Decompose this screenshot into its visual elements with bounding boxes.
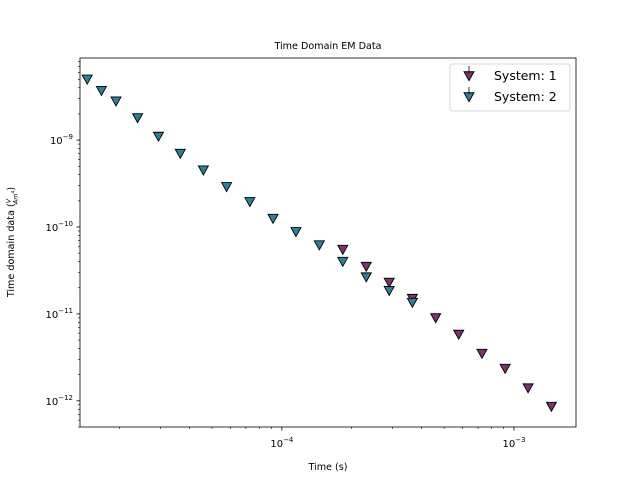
data-point [406,297,419,309]
y-axis-label-frac-den-sup: 4 [11,190,17,193]
x-tick-label: 10−4 [270,436,294,450]
data-point [360,261,373,273]
data-point [81,74,93,86]
data-point [110,96,122,107]
data-point [197,165,210,176]
data-point [337,244,349,256]
data-point [360,272,373,283]
data-point [429,313,442,324]
data-point [545,401,558,413]
y-axis-label: Time domain data (VAm4) [5,187,20,298]
data-point [244,197,256,208]
legend-label: System: 2 [494,89,557,104]
y-axis-label-frac-den: Am [12,193,20,205]
series-1 [337,244,558,413]
data-point [131,113,144,124]
data-point [522,383,534,394]
data-point [152,131,165,143]
data-point [220,182,233,193]
y-tick-label: 10−11 [45,307,73,321]
x-axis-label: Time (s) [307,462,347,473]
legend: System: 1 System: 2 [449,63,571,112]
data-point [174,148,187,160]
data-point [290,227,302,238]
y-tick-label: 10−9 [50,133,73,147]
data-point [476,348,488,360]
data-point [337,256,349,268]
data-point [95,86,108,97]
series-2 [81,74,419,309]
x-tick-label: 10−3 [502,436,525,450]
data-point [313,240,326,251]
data-point [452,329,465,341]
legend-label: System: 1 [494,68,557,83]
x-axis: 10−4 10−3 [119,427,526,450]
data-point [383,277,395,289]
y-tick-label: 10−12 [45,394,73,408]
legend-box [449,63,571,112]
data-point [499,363,511,375]
y-axis: 10−12 10−11 10−10 10−9 [45,61,80,428]
chart-title: Time Domain EM Data [273,41,381,52]
y-axis-label-suffix: ) [6,187,17,191]
y-axis-label-frac-num: V [5,198,13,203]
data-point [383,285,395,297]
y-tick-label: 10−10 [45,220,73,234]
y-axis-label-prefix: Time domain data ( [6,203,17,298]
svg-text:Time domain data (VAm4): Time domain data (VAm4) [5,187,20,298]
plot-frame [79,57,577,428]
plot-area [79,57,577,428]
data-point [267,213,279,225]
